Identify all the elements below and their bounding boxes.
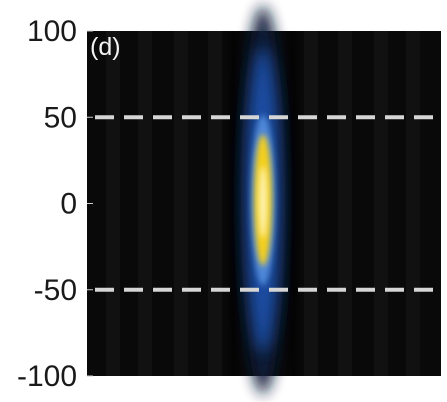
dark-band: [223, 31, 243, 376]
vertical-streak: [406, 31, 420, 376]
panel-label: (d): [90, 33, 121, 61]
vertical-streak: [174, 31, 188, 376]
vertical-streak: [374, 31, 388, 376]
y-axis: 100 50 0 -50 -100: [17, 15, 93, 393]
vertical-streak: [138, 31, 152, 376]
y-tick-label: -50: [34, 274, 77, 307]
dark-band: [283, 31, 303, 376]
plot-area: (d): [87, 6, 441, 394]
y-tick-label: 50: [44, 101, 77, 134]
vertical-streak: [208, 31, 222, 376]
hot-spot: [241, 6, 285, 394]
vertical-streak: [106, 31, 120, 376]
y-tick-label: 100: [27, 15, 77, 48]
y-tick-label: 0: [60, 188, 77, 221]
vertical-streak: [304, 31, 318, 376]
y-tick-label: -100: [17, 360, 77, 393]
vertical-streak: [338, 31, 352, 376]
core-peak: [259, 166, 267, 238]
